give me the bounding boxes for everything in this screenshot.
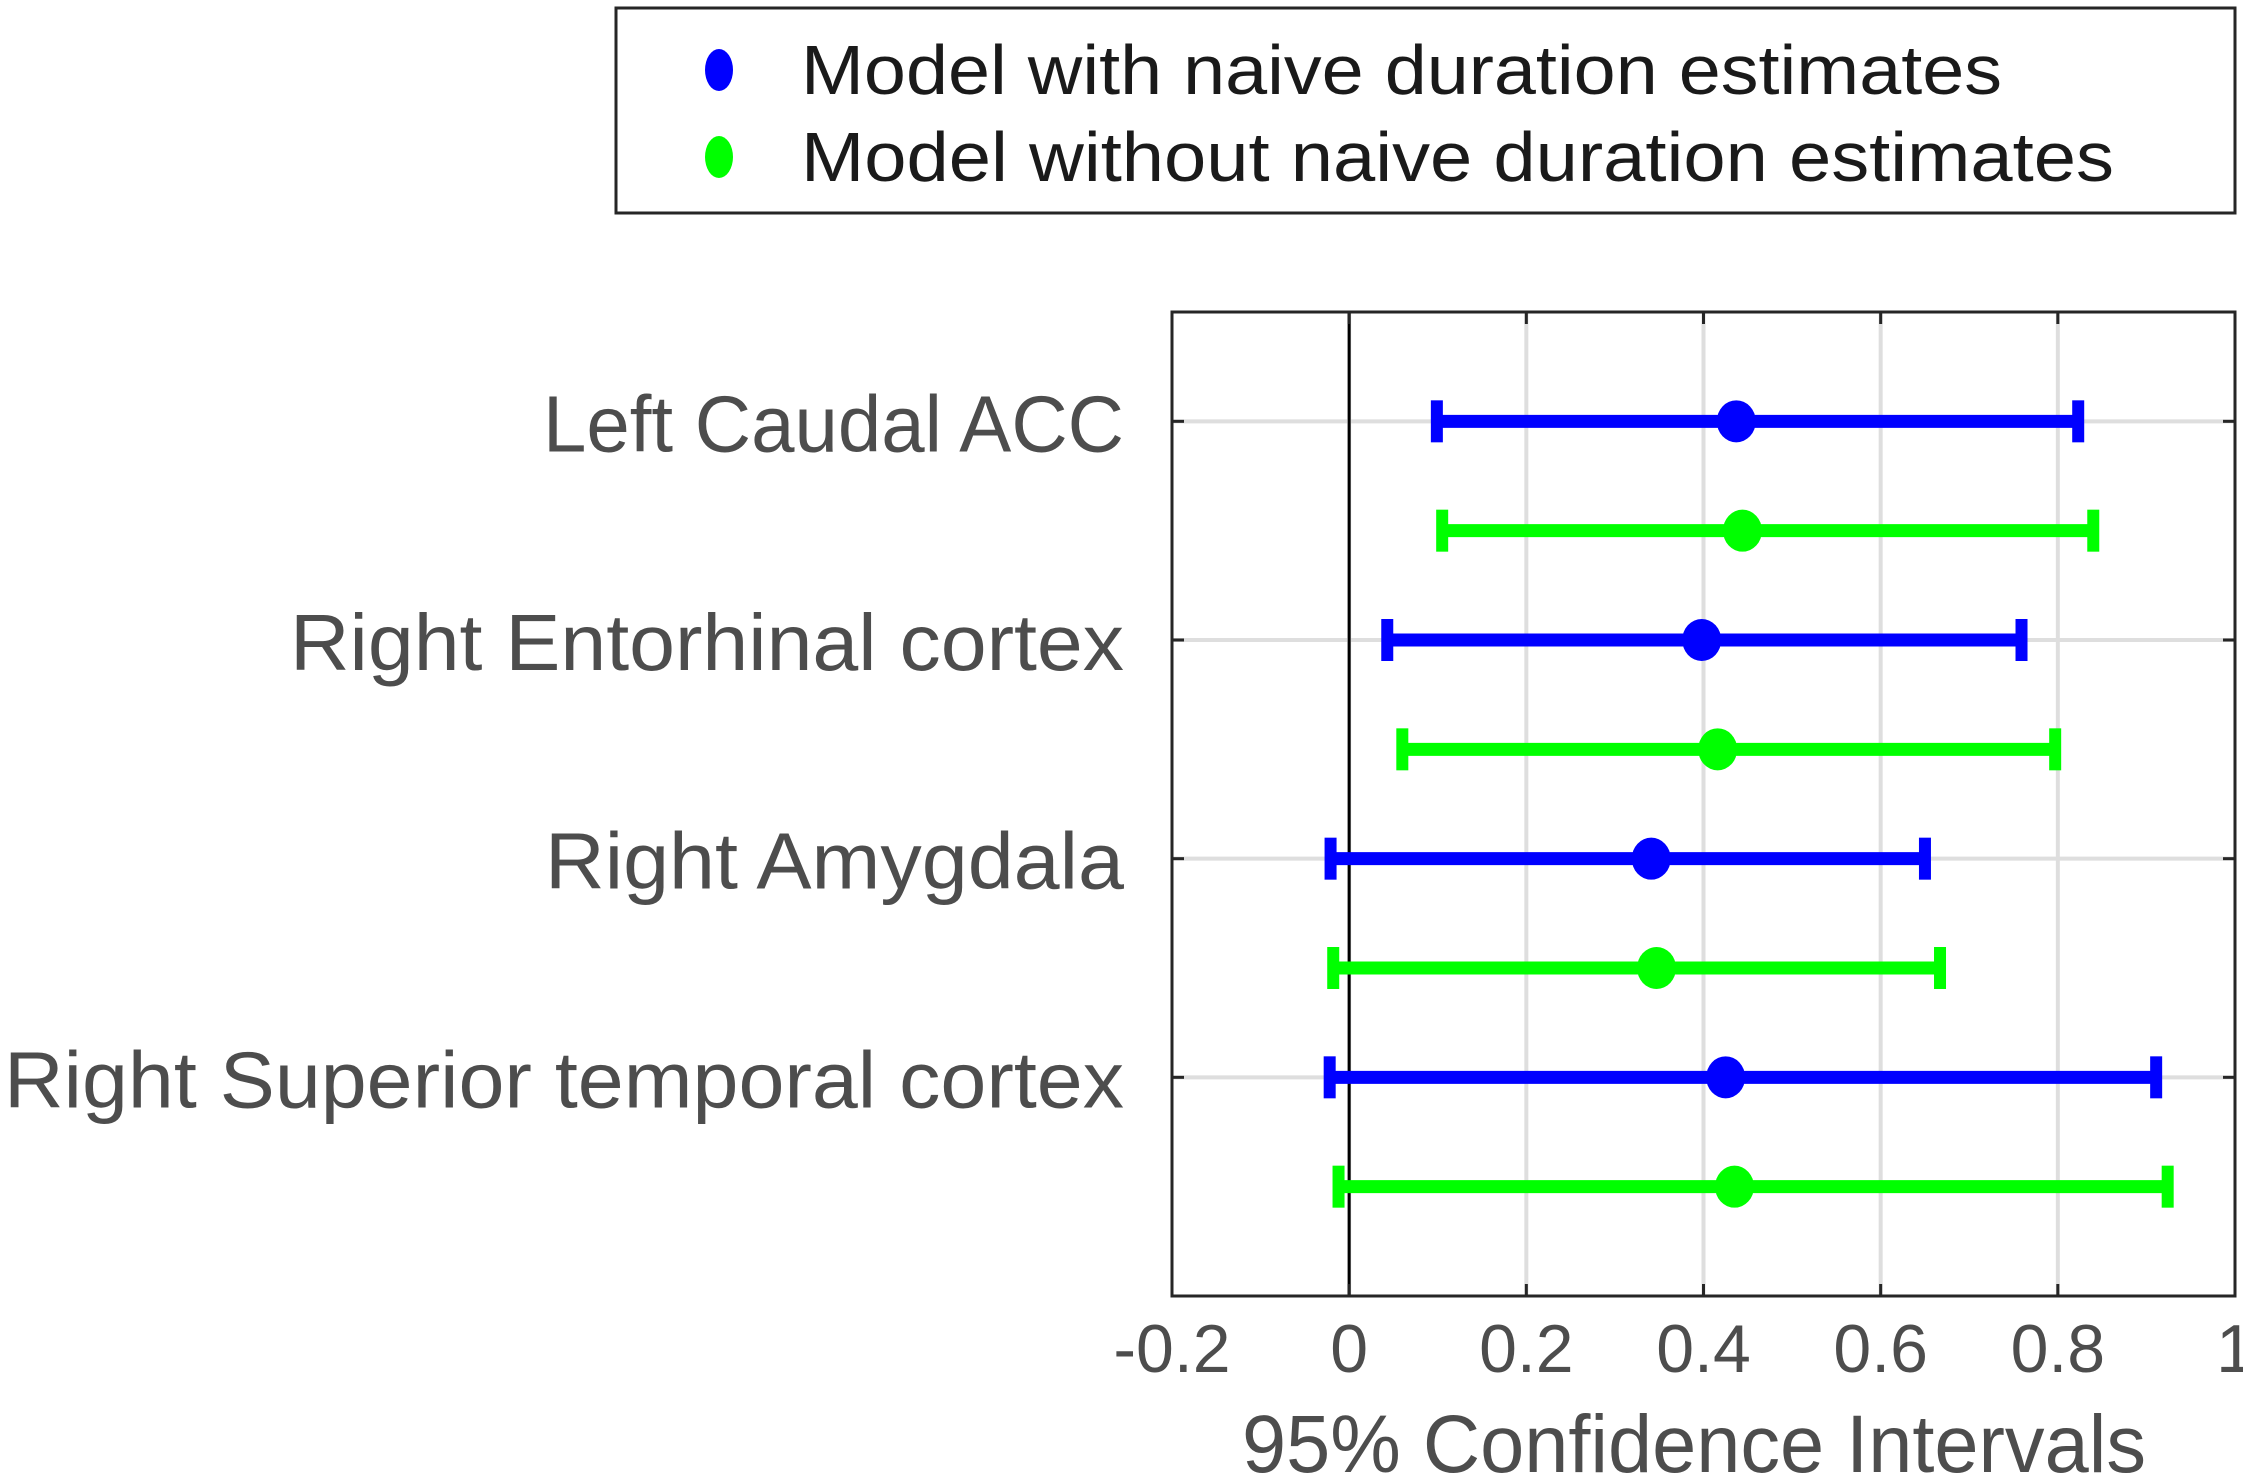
x-tick-label: 0.8 (2011, 1311, 2106, 1387)
x-tick-label: 0.4 (1656, 1311, 1751, 1387)
legend-label: Model without naive duration estimates (801, 118, 2114, 196)
legend-marker-icon (705, 49, 733, 91)
error-bar-upper-cap (2015, 619, 2028, 661)
error-bar-lower-cap (1381, 619, 1394, 661)
legend-marker-icon (705, 136, 733, 178)
point-estimate-marker (1637, 947, 1677, 989)
error-bar-lower-cap (1324, 837, 1337, 880)
legend-entry: Model without naive duration estimates (705, 118, 2114, 196)
x-tick-label: 0.2 (1479, 1311, 1574, 1387)
series-without-naive (1327, 509, 2174, 1208)
y-tick-label: Right Amygdala (545, 817, 1125, 906)
error-bar-lower-cap (1430, 400, 1443, 443)
legend-box (614, 6, 2237, 215)
point-estimate-marker (1682, 619, 1722, 661)
error-bar-upper-cap (1934, 947, 1947, 989)
legend-label: Model with naive duration estimates (801, 31, 2002, 109)
plot-area (1170, 310, 2237, 1298)
y-tick-label: Right Entorhinal cortex (290, 598, 1124, 687)
error-bar-lower-cap (1396, 728, 1409, 771)
error-bar-lower-cap (1323, 1056, 1336, 1099)
error-bar-upper-cap (2087, 509, 2100, 552)
legend-entry: Model with naive duration estimates (705, 31, 2002, 109)
point-estimate-marker (1722, 509, 1762, 552)
error-bar-lower-cap (1327, 947, 1340, 989)
error-bar-lower-cap (1436, 509, 1449, 552)
x-tick-label: -0.2 (1113, 1311, 1230, 1387)
point-estimate-marker (1698, 728, 1738, 771)
x-axis-title: 95% Confidence Intervals (1242, 1399, 2146, 1480)
error-bar-upper-cap (2150, 1056, 2163, 1099)
series-with-naive (1323, 400, 2163, 1099)
error-bar-upper-cap (2072, 400, 2085, 443)
error-bar-upper-cap (2049, 728, 2062, 771)
error-bar-upper-cap (2161, 1165, 2174, 1208)
y-axis-labels: Left Caudal ACC Right Entorhinal cortex Ri… (4, 379, 1125, 1124)
x-tick-label: 0 (1330, 1311, 1368, 1387)
x-tick-label: 1 (2216, 1311, 2243, 1387)
y-tick-label: Left Caudal ACC (543, 379, 1124, 468)
legend: Model with naive duration estimates Model… (614, 6, 2237, 215)
point-estimate-marker (1706, 1056, 1746, 1099)
point-estimate-marker (1631, 837, 1671, 880)
y-tick-label: Right Superior temporal cortex (4, 1035, 1124, 1124)
x-axis-tick-labels: -0.2 0 0.2 0.4 0.6 0.8 1 (1113, 1311, 2243, 1387)
point-estimate-marker (1715, 1165, 1755, 1208)
error-bar-lower-cap (1332, 1165, 1345, 1208)
x-tick-label: 0.6 (1833, 1311, 1928, 1387)
error-bar-upper-cap (1918, 837, 1931, 880)
point-estimate-marker (1716, 400, 1756, 443)
